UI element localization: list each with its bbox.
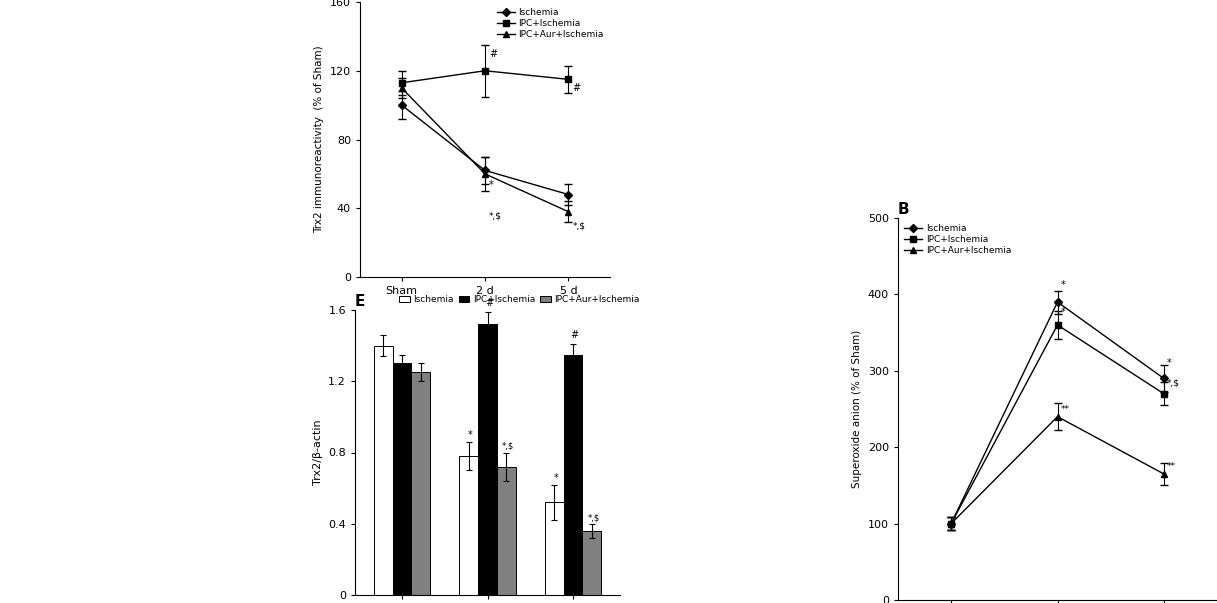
Text: *: * [1061,307,1065,317]
Y-axis label: Superoxide anion (% of Sham): Superoxide anion (% of Sham) [852,330,863,488]
Legend: Ischemia, IPC+Ischemia, IPC+Aur+Ischemia: Ischemia, IPC+Ischemia, IPC+Aur+Ischemia [495,7,606,41]
Bar [545,502,563,595]
Text: *: * [1061,280,1065,290]
Bar [459,456,478,595]
Bar [393,364,411,595]
Bar [497,467,516,595]
Text: #: # [572,83,581,93]
Text: B: B [898,202,909,217]
Text: *,$: *,$ [1167,378,1180,387]
Text: *: * [489,180,494,189]
Text: *,$: *,$ [501,442,514,451]
Text: *: * [554,473,559,483]
Text: *,$: *,$ [489,212,503,221]
Text: #: # [486,298,493,309]
Y-axis label: Trx2/β-actin: Trx2/β-actin [313,420,323,485]
Text: #: # [489,49,498,59]
Text: E: E [355,294,365,309]
Bar [411,372,431,595]
Text: *: * [1167,358,1172,368]
Bar [478,324,497,595]
Text: **: ** [1061,405,1070,414]
Text: #: # [571,330,579,341]
Text: *,$: *,$ [572,222,585,231]
Legend: Ischemia, IPC+Ischemia, IPC+Aur+Ischemia: Ischemia, IPC+Ischemia, IPC+Aur+Ischemia [903,223,1014,257]
Bar [583,531,601,595]
Legend: Ischemia, IPC+Ischemia, IPC+Aur+Ischemia: Ischemia, IPC+Ischemia, IPC+Aur+Ischemia [396,292,643,308]
Bar [563,355,583,595]
Text: *,$: *,$ [588,513,600,522]
Bar [374,346,393,595]
Text: *: * [469,431,472,440]
Text: **: ** [1167,461,1176,470]
Text: B: B [360,0,371,1]
Y-axis label: Trx2 immunoreactivity  (% of Sham): Trx2 immunoreactivity (% of Sham) [314,46,324,233]
